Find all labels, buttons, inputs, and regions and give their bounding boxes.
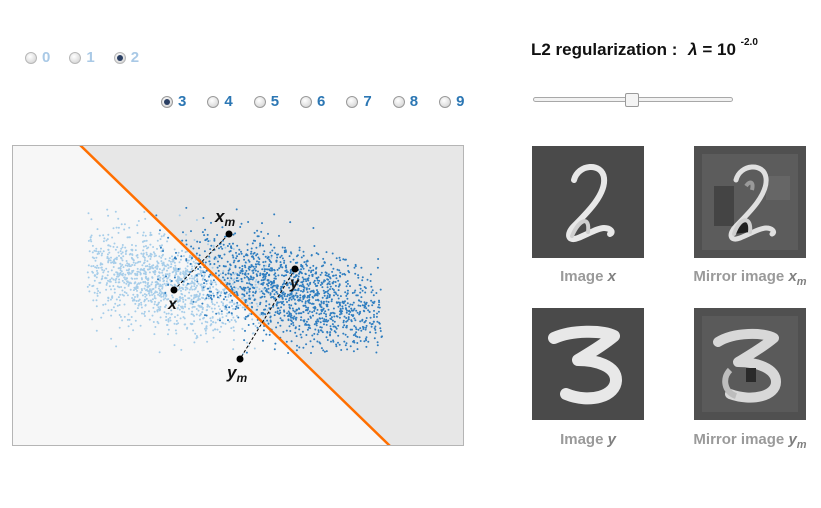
radio-label: 2 [130,49,140,66]
point-x [170,286,178,294]
lambda-symbol: λ [688,40,698,59]
radio-digit-6[interactable]: 6 [300,93,325,110]
caption-image-x: Image x [560,268,616,285]
caption-image-y: Image y [560,431,616,448]
mirror-digit-3-icon [702,316,798,412]
point-y [291,265,299,273]
radio-circle[interactable] [161,95,173,108]
radio-circle[interactable] [300,95,313,108]
image-x [532,146,644,258]
projection-line-y [239,268,296,360]
point-ym [236,355,244,363]
regularization-title: L2 regularization : λ = 10 -2.0 [531,37,758,60]
radio-label: 3 [178,93,187,110]
label-x: x [167,296,178,313]
radio-circle[interactable] [439,95,452,108]
radio-digit-9[interactable]: 9 [439,93,464,110]
digit-selector-b: 3 4 5 6 7 8 9 [161,93,485,110]
lambda-exponent: -2.0 [740,37,758,49]
radio-digit-8[interactable]: 8 [392,93,419,110]
radio-circle[interactable] [253,95,266,108]
radio-circle[interactable] [207,95,220,108]
radio-label: 5 [270,93,280,110]
radio-label: 1 [86,49,95,66]
radio-circle[interactable] [346,95,359,108]
label-y: y [289,275,300,292]
digit-3-icon [548,325,622,405]
radio-label: 9 [456,93,465,110]
radio-label: 6 [317,93,326,110]
radio-circle[interactable] [69,51,82,64]
radio-digit-1[interactable]: 1 [69,49,95,66]
digit-selector-a: 0 1 2 [25,49,158,66]
decision-boundary [79,145,391,446]
lambda-base: = 10 [702,40,736,59]
radio-circle[interactable] [25,51,37,64]
radio-digit-0[interactable]: 0 [25,49,50,66]
mirror-image-x [694,146,806,258]
mirror-image-y [694,308,806,420]
radio-digit-3[interactable]: 3 [161,93,186,110]
radio-label: 4 [224,93,233,110]
regularization-label: L2 regularization : [531,40,678,59]
mirror-digit-2-icon [702,154,798,250]
radio-digit-7[interactable]: 7 [346,93,372,110]
scatter-class-b [155,206,383,354]
region-class-b [80,145,464,446]
radio-circle[interactable] [392,95,405,108]
caption-mirror-x: Mirror image xm [693,268,807,288]
label-xm: xm [214,207,235,229]
radio-digit-2[interactable]: 2 [113,49,140,66]
region-class-a [12,145,390,446]
point-xm [225,230,233,238]
radio-circle[interactable] [113,51,126,64]
label-ym: ym [226,363,247,385]
plot-frame [12,145,464,446]
radio-label: 7 [363,93,372,110]
caption-mirror-y: Mirror image ym [693,431,807,451]
radio-digit-4[interactable]: 4 [207,93,233,110]
image-y [532,308,644,420]
radio-label: 0 [42,49,51,66]
projection-line-x [173,233,230,291]
lambda-slider-thumb[interactable] [625,93,639,107]
digit-2-icon [566,164,615,242]
radio-label: 8 [409,93,419,110]
radio-digit-5[interactable]: 5 [253,93,280,110]
projection-plot: x xm y ym [12,145,464,446]
